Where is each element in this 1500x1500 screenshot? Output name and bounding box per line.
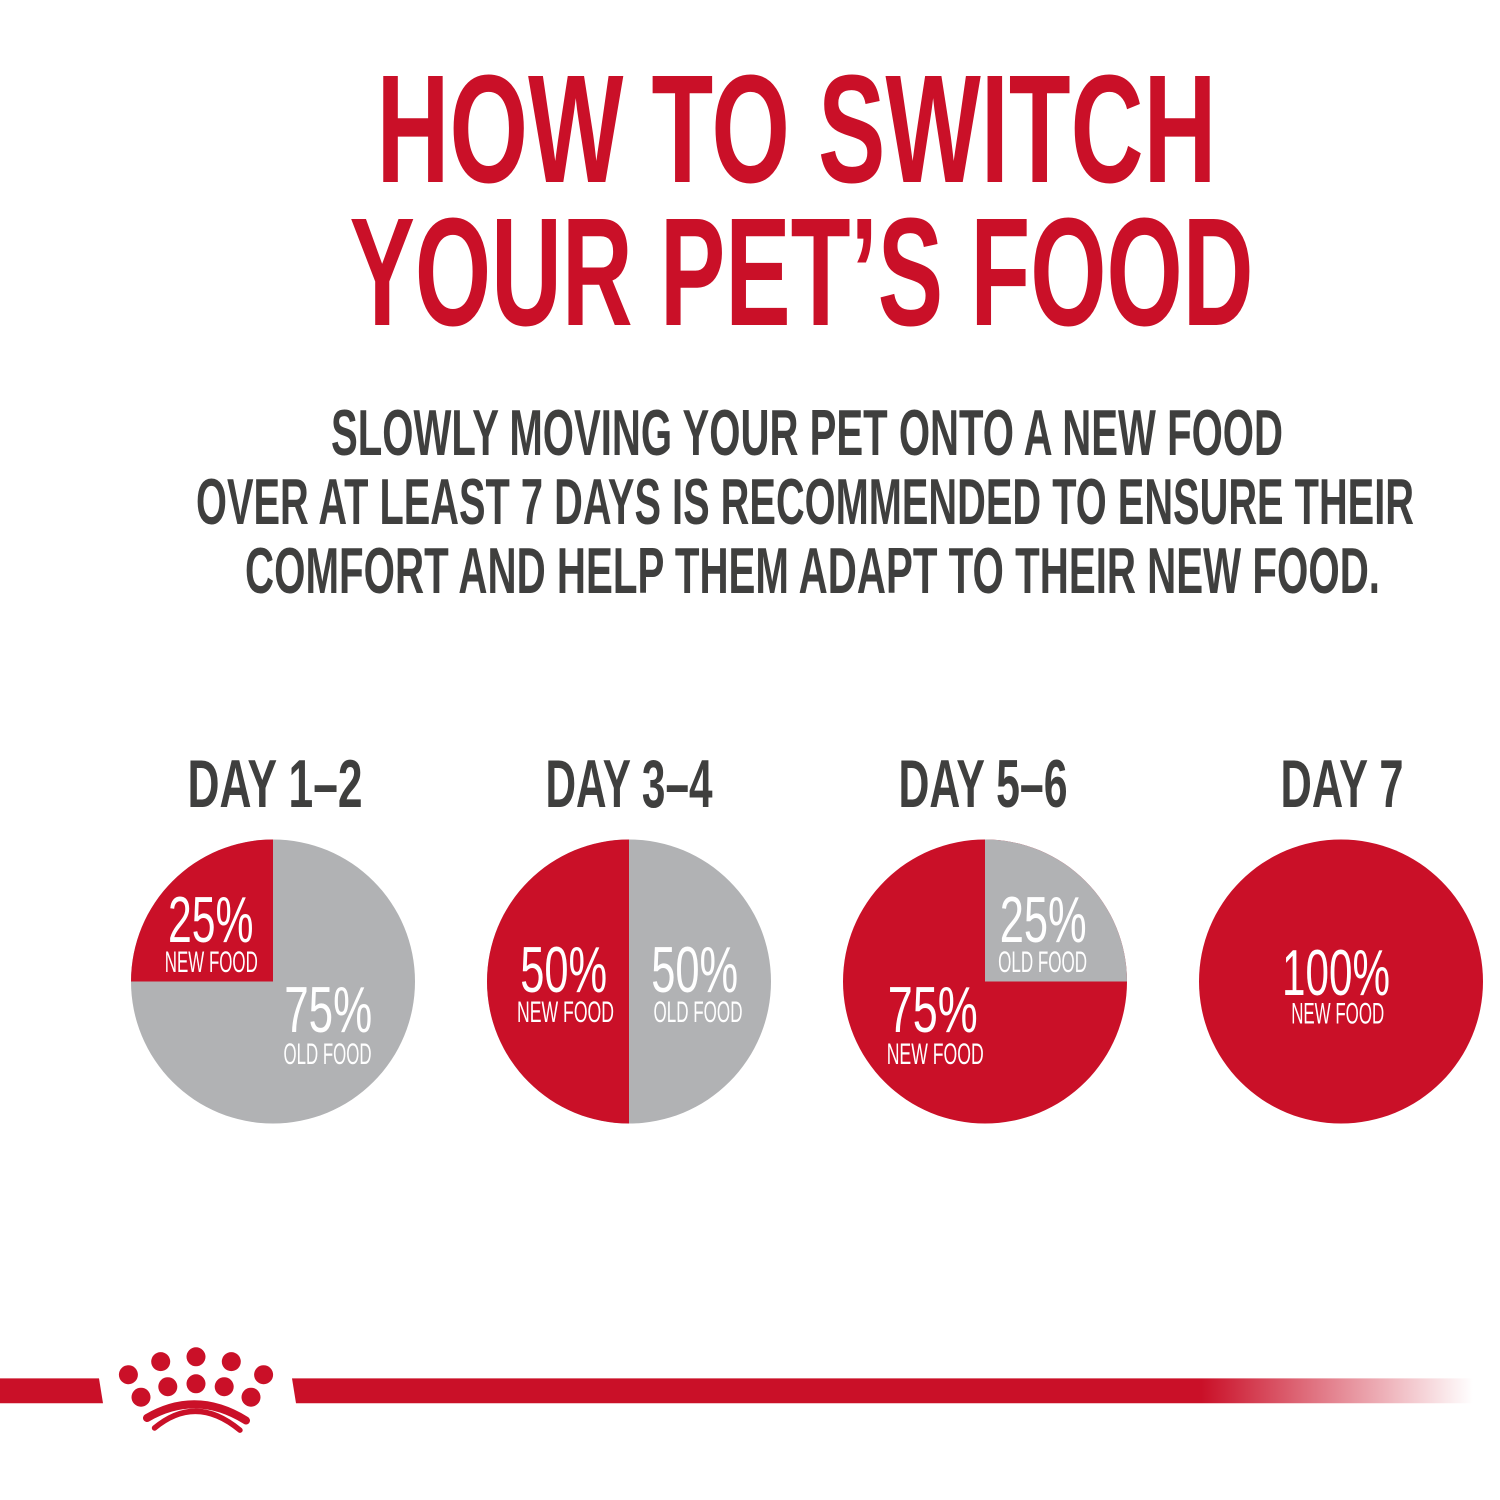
svg-text:75%: 75%	[888, 973, 978, 1046]
svg-text:NEW FOOD: NEW FOOD	[517, 996, 614, 1029]
svg-text:COMFORT AND HELP THEM ADAPT TO: COMFORT AND HELP THEM ADAPT TO THEIR NEW…	[245, 535, 1380, 607]
svg-text:25%: 25%	[168, 883, 254, 956]
svg-text:OLD FOOD: OLD FOOD	[998, 946, 1087, 979]
svg-text:75%: 75%	[284, 973, 372, 1046]
svg-text:SLOWLY MOVING YOUR PET ONTO A: SLOWLY MOVING YOUR PET ONTO A NEW FOOD	[331, 397, 1283, 469]
svg-text:OLD FOOD: OLD FOOD	[284, 1038, 372, 1071]
svg-text:OVER AT LEAST 7 DAYS IS RECOMM: OVER AT LEAST 7 DAYS IS RECOMMENDED TO E…	[196, 466, 1414, 538]
svg-text:DAY 3–4: DAY 3–4	[546, 746, 713, 822]
svg-text:DAY 1–2: DAY 1–2	[188, 746, 363, 822]
svg-text:YOUR PET’S FOOD: YOUR PET’S FOOD	[350, 186, 1254, 358]
svg-text:100%: 100%	[1282, 936, 1390, 1009]
svg-text:OLD FOOD: OLD FOOD	[654, 996, 743, 1029]
svg-text:NEW FOOD: NEW FOOD	[1291, 998, 1384, 1031]
svg-text:50%: 50%	[520, 933, 607, 1006]
svg-text:DAY 7: DAY 7	[1281, 746, 1404, 822]
svg-text:NEW FOOD: NEW FOOD	[887, 1038, 984, 1071]
svg-text:50%: 50%	[651, 933, 738, 1006]
svg-text:DAY 5–6: DAY 5–6	[899, 746, 1068, 822]
svg-text:HOW TO SWITCH: HOW TO SWITCH	[377, 43, 1217, 215]
svg-text:25%: 25%	[1000, 883, 1087, 956]
svg-text:NEW FOOD: NEW FOOD	[165, 946, 258, 979]
